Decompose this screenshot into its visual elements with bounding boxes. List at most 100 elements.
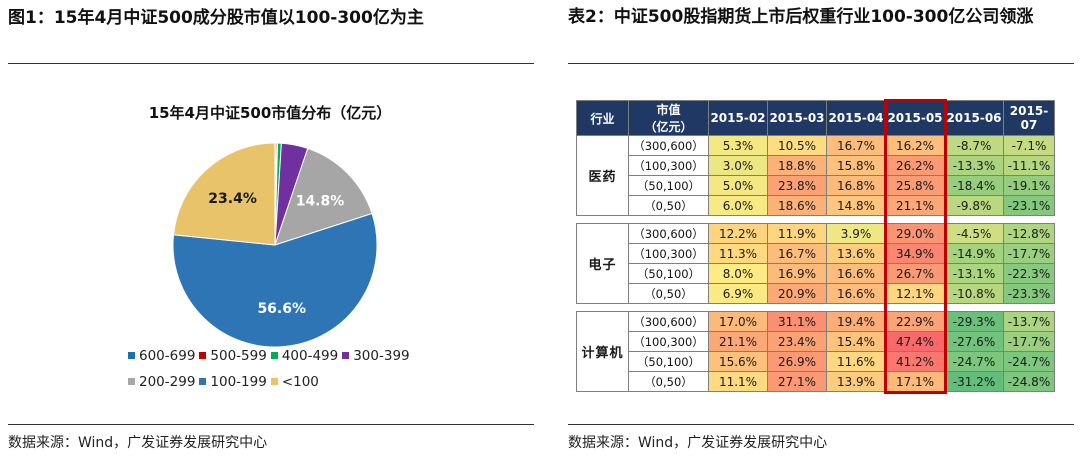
return-cell: 12.1% (885, 283, 945, 304)
source-rule (8, 424, 534, 425)
pie-data-label-6: 23.4% (208, 191, 257, 207)
legend-item-6: <100 (270, 374, 319, 390)
return-cell: -8.7% (944, 135, 1004, 156)
legend-swatch (128, 378, 135, 385)
return-cell: 23.8% (767, 175, 827, 196)
return-cell: 11.9% (767, 223, 827, 244)
return-cell: 16.7% (826, 135, 886, 156)
cap-range-cell: （100,300） (628, 155, 709, 176)
legend-item-1: 500-599 (199, 348, 267, 364)
pie-chart: 14.8% 56.6% 23.4% (172, 142, 378, 348)
legend-label: 200-299 (139, 374, 196, 390)
table-row: （0,50） 11.1% 27.1% 13.9% 17.1% -31.2% -24.8% (577, 371, 1055, 392)
return-cell: -18.4% (944, 175, 1004, 196)
cap-range-cell: （0,50） (628, 283, 709, 304)
return-cell: -17.7% (1003, 331, 1055, 352)
cap-range-cell: （50,100） (628, 263, 709, 284)
cap-range-cell: （50,100） (628, 175, 709, 196)
return-cell: 11.3% (708, 243, 768, 264)
separator-cell (576, 303, 1055, 312)
legend-item-5: 100-199 (199, 374, 267, 390)
table-row: （50,100） 8.0% 16.9% 16.6% 26.7% -13.1% -22.3% (577, 263, 1055, 284)
return-cell: -23.3% (1003, 283, 1055, 304)
table-row: （100,300） 11.3% 16.7% 13.6% 34.9% -14.9% -17.7… (577, 243, 1055, 264)
return-cell: 15.4% (826, 331, 886, 352)
return-cell: -13.7% (1003, 311, 1055, 332)
return-table: 行业 市值 （亿元） 2015-02 2015-03 2015-04 2015-05 2015… (576, 100, 1055, 392)
return-cell: 3.9% (826, 223, 886, 244)
legend-item-2: 400-499 (270, 348, 338, 364)
return-cell: -9.8% (944, 195, 1004, 216)
pie-slice-5 (172, 212, 378, 348)
return-cell: -4.5% (944, 223, 1004, 244)
return-cell: 18.6% (767, 195, 827, 216)
pie-slice-6 (172, 142, 276, 246)
return-cell: 29.0% (885, 223, 945, 244)
table-header-row: 行业 市值 （亿元） 2015-02 2015-03 2015-04 2015-05 2015… (576, 100, 1055, 136)
return-cell: 23.4% (767, 331, 827, 352)
column-header-6: 2015-06 (944, 100, 1004, 136)
industry-cell: 计算机 (576, 311, 629, 392)
group-separator (576, 303, 1055, 312)
return-cell: -10.8% (944, 283, 1004, 304)
return-cell: 31.1% (767, 311, 827, 332)
pie-chart-title: 15年4月中证500市值分布（亿元） (148, 104, 392, 122)
return-cell: 26.9% (767, 351, 827, 372)
return-cell: 10.5% (767, 135, 827, 156)
title-rule (8, 63, 534, 64)
return-cell: -13.3% (944, 155, 1004, 176)
legend-label: 100-199 (210, 374, 267, 390)
return-cell: -24.8% (1003, 371, 1055, 392)
return-cell: 22.9% (885, 311, 945, 332)
return-cell: 16.9% (767, 263, 827, 284)
right-panel: 表2：中证500股指期货上市后权重行业100-300亿公司领涨 行业 市值 （亿元）… (560, 0, 1080, 457)
return-cell: 13.6% (826, 243, 886, 264)
return-cell: 8.0% (708, 263, 768, 284)
return-cell: -29.3% (944, 311, 1004, 332)
legend-swatch (270, 378, 278, 385)
source-note: 数据来源：Wind，广发证券发展研究中心 (568, 435, 828, 451)
pie-data-label-5: 56.6% (257, 301, 306, 317)
column-header-0: 行业 (576, 100, 629, 136)
legend-label: 600-699 (139, 348, 196, 364)
return-cell: 25.8% (885, 175, 945, 196)
legend-label: 300-399 (353, 348, 410, 364)
return-cell: 26.2% (885, 155, 945, 176)
return-cell: 27.1% (767, 371, 827, 392)
figure-title: 图1：15年4月中证500成分股市值以100-300亿为主 (8, 8, 424, 28)
cap-range-cell: （300,600） (628, 135, 709, 156)
title-rule (568, 63, 1074, 64)
table-row: （100,300） 3.0% 18.8% 15.8% 26.2% -13.3% -11.1% (577, 155, 1055, 176)
separator-cell (576, 215, 1055, 224)
return-cell: 16.7% (767, 243, 827, 264)
return-cell: 6.0% (708, 195, 768, 216)
pie-data-label-4: 14.8% (296, 194, 345, 210)
legend-item-4: 200-299 (128, 374, 195, 390)
cap-range-cell: （50,100） (628, 351, 709, 372)
legend-swatch (270, 352, 278, 359)
return-cell: 34.9% (885, 243, 945, 264)
legend-swatch (199, 378, 207, 385)
return-cell: -12.8% (1003, 223, 1055, 244)
return-cell: 47.4% (885, 331, 945, 352)
legend-row-1: 600-699 500-599 400-499 300-399 (128, 348, 414, 364)
cap-range-cell: （0,50） (628, 371, 709, 392)
legend-swatch (342, 352, 350, 359)
return-cell: 6.9% (708, 283, 768, 304)
table-row: （50,100） 5.0% 23.8% 16.8% 25.8% -18.4% -19.1% (577, 175, 1055, 196)
cap-range-cell: （300,600） (628, 223, 709, 244)
return-cell: 17.1% (885, 371, 945, 392)
return-cell: 21.1% (885, 195, 945, 216)
return-cell: -24.7% (944, 351, 1004, 372)
source-rule (568, 424, 1074, 425)
return-cell: 17.0% (708, 311, 768, 332)
return-cell: 14.8% (826, 195, 886, 216)
return-cell: 12.2% (708, 223, 768, 244)
table-title: 表2：中证500股指期货上市后权重行业100-300亿公司领涨 (568, 7, 1034, 27)
return-cell: -17.7% (1003, 243, 1055, 264)
return-cell: 26.7% (885, 263, 945, 284)
cap-range-cell: （300,600） (628, 311, 709, 332)
table-row: （0,50） 6.9% 20.9% 16.6% 12.1% -10.8% -23.3% (577, 283, 1055, 304)
return-cell: 15.6% (708, 351, 768, 372)
cap-range-cell: （0,50） (628, 195, 709, 216)
